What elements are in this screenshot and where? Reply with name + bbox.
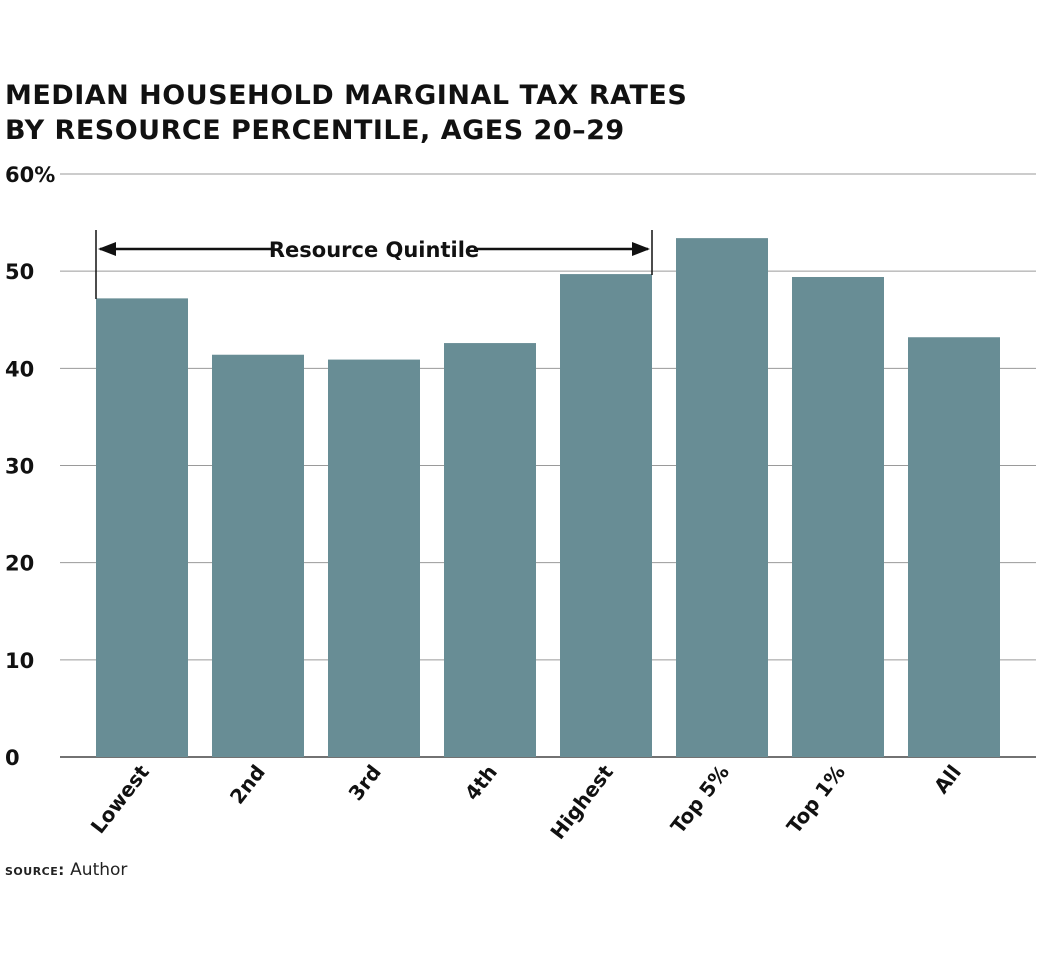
x-tick-label: All bbox=[929, 760, 966, 798]
x-tick-label: Top 1% bbox=[782, 760, 850, 838]
source-text: Author bbox=[70, 860, 128, 880]
bar-lowest bbox=[96, 298, 188, 757]
annotation-label: Resource Quintile bbox=[269, 238, 479, 262]
bar-3rd bbox=[328, 359, 420, 757]
bar-2nd bbox=[212, 354, 304, 757]
y-tick-label: 40 bbox=[5, 357, 34, 381]
chart-title-line-2: BY RESOURCE PERCENTILE, AGES 20–29 bbox=[5, 115, 625, 146]
x-tick-label: Highest bbox=[545, 760, 618, 844]
x-tick-label: 4th bbox=[460, 760, 502, 804]
source-label: source: bbox=[5, 861, 65, 879]
bar-top-5- bbox=[676, 238, 768, 757]
bar-4th bbox=[444, 343, 536, 757]
bar-top-1- bbox=[792, 276, 884, 757]
x-tick-label: Lowest bbox=[86, 760, 154, 838]
bar-all bbox=[908, 337, 1000, 757]
y-tick-label: 50 bbox=[5, 260, 34, 284]
y-tick-label: 20 bbox=[5, 552, 34, 576]
y-tick-label: 30 bbox=[5, 455, 34, 479]
x-tick-label: 2nd bbox=[225, 760, 270, 808]
arrowhead-right bbox=[632, 242, 650, 256]
y-tick-label: 10 bbox=[5, 649, 34, 673]
y-tick-label: 60% bbox=[5, 163, 55, 187]
bar-chart: 0 10 20 30 40 50 60% Lowest 2nd 3rd 4th Highest Top … bbox=[5, 163, 1036, 844]
chart-title-line-1: MEDIAN HOUSEHOLD MARGINAL TAX RATES bbox=[5, 80, 688, 111]
x-tick-label: Top 5% bbox=[666, 760, 734, 838]
source-note: source: Author bbox=[5, 860, 127, 880]
x-tick-label: 3rd bbox=[344, 760, 386, 805]
y-tick-label: 0 bbox=[5, 746, 20, 770]
chart-title: MEDIAN HOUSEHOLD MARGINAL TAX RATES BY R… bbox=[5, 78, 687, 148]
arrowhead-left bbox=[98, 242, 116, 256]
bar-highest bbox=[560, 274, 652, 757]
